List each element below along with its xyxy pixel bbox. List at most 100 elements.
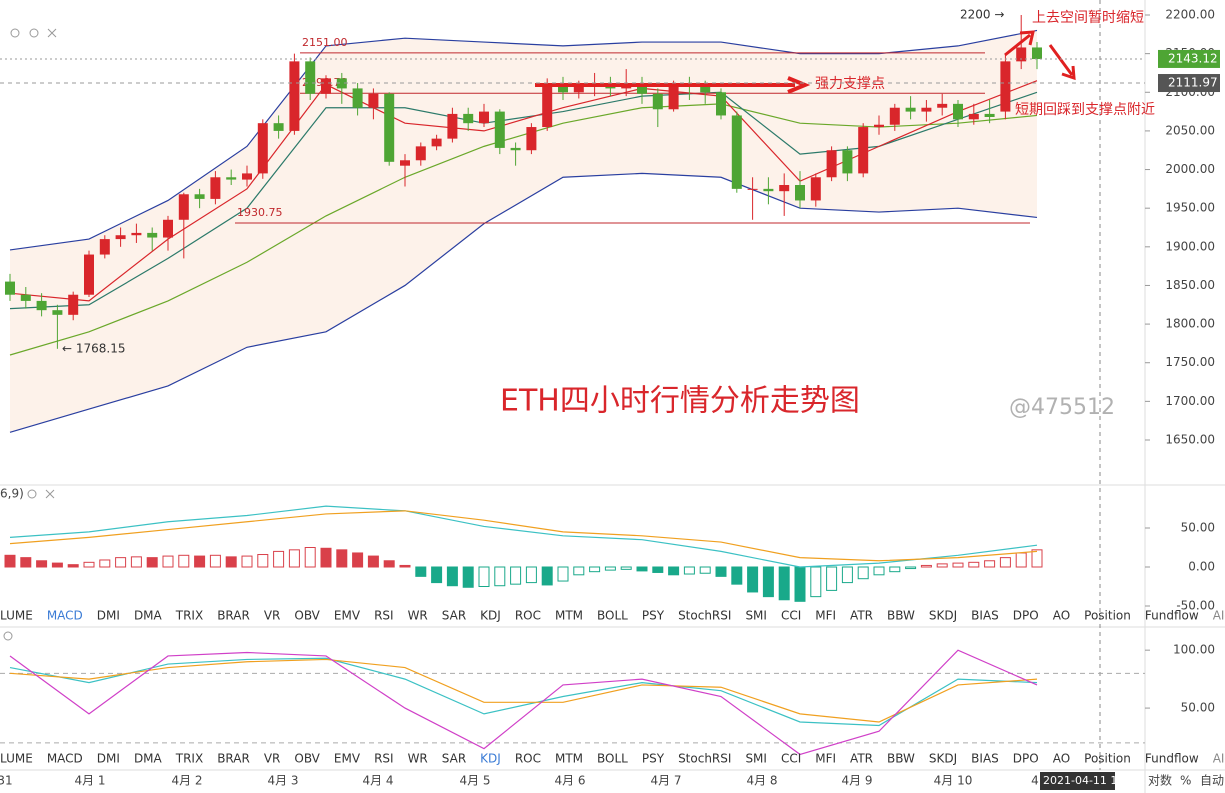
indicator-tab[interactable]: DMA	[134, 609, 163, 623]
histogram-bar	[999, 557, 1011, 568]
indicator-tab[interactable]: VR	[264, 752, 281, 766]
settings-icon[interactable]	[27, 489, 37, 499]
indicator-tab[interactable]: LUME	[0, 752, 33, 766]
indicator-tab[interactable]: WR	[408, 609, 428, 623]
indicator-tab[interactable]: KDJ	[480, 609, 501, 623]
indicator-tab[interactable]: BRAR	[217, 609, 250, 623]
indicator-tab[interactable]: VR	[264, 609, 281, 623]
histogram-bar	[336, 549, 348, 568]
indicator-tab[interactable]: DPO	[1013, 752, 1039, 766]
indicator-tab[interactable]: BIAS	[971, 752, 999, 766]
indicator-tab[interactable]: LUME	[0, 609, 33, 623]
indicator-tab[interactable]: SMI	[745, 752, 767, 766]
eye-icon[interactable]	[10, 28, 20, 38]
indicator-tab[interactable]: AI-NetVOL	[1213, 609, 1225, 623]
indicator-tab[interactable]: TRIX	[175, 752, 203, 766]
indicator-tab[interactable]: MFI	[815, 752, 836, 766]
indicator-tab[interactable]: MTM	[555, 609, 583, 623]
indicator-tab[interactable]: MACD	[47, 752, 83, 766]
indicator-tab[interactable]: SKDJ	[929, 752, 957, 766]
indicator-tab[interactable]: OBV	[294, 752, 320, 766]
candle-body	[336, 78, 347, 89]
candle-body	[937, 103, 948, 108]
indicator-tab[interactable]: DMA	[134, 752, 163, 766]
indicator-tab[interactable]: BBW	[887, 752, 915, 766]
axis-option[interactable]: 对数	[1148, 773, 1172, 788]
histogram-bar	[4, 554, 16, 568]
indicator-tab[interactable]: SKDJ	[929, 609, 957, 623]
indicator-tab[interactable]: BIAS	[971, 609, 999, 623]
indicator-tab[interactable]: DPO	[1013, 609, 1039, 623]
line-series	[9, 103, 1038, 356]
indicator-tab[interactable]: BOLL	[597, 752, 628, 766]
indicator-tab[interactable]: MFI	[815, 609, 836, 623]
close-icon[interactable]	[47, 28, 57, 38]
indicator-tab[interactable]: AO	[1053, 752, 1070, 766]
indicator-tab[interactable]: StochRSI	[678, 752, 731, 766]
indicator-tab[interactable]: BRAR	[217, 752, 250, 766]
indicator-tab[interactable]: ROC	[515, 752, 541, 766]
indicator-tab[interactable]: DMI	[97, 752, 120, 766]
indicator-tab[interactable]: AO	[1053, 609, 1070, 623]
indicator-tab[interactable]: AI-NetVOL	[1213, 752, 1225, 766]
candle-body	[747, 188, 758, 190]
histogram-bar	[352, 552, 364, 568]
indicator-tab[interactable]: PSY	[642, 752, 665, 766]
histogram-bar	[99, 559, 111, 568]
settings-icon[interactable]	[3, 631, 13, 641]
indicator-tab[interactable]: TRIX	[175, 609, 203, 623]
indicator-tab[interactable]: SAR	[442, 752, 466, 766]
histogram-bar	[683, 566, 695, 575]
indicator-tab[interactable]: WR	[408, 752, 428, 766]
histogram-bar	[541, 566, 553, 586]
indicator-tab[interactable]: Fundflow	[1145, 609, 1199, 623]
indicator-tab[interactable]: BOLL	[597, 609, 628, 623]
candle-body	[131, 232, 142, 236]
candle-body	[463, 113, 474, 124]
indicator-tab[interactable]: BBW	[887, 609, 915, 623]
indicator-tab[interactable]: SMI	[745, 609, 767, 623]
indicator-tab[interactable]: RSI	[374, 609, 394, 623]
indicator-tab[interactable]: EMV	[334, 752, 361, 766]
histogram-bar	[51, 562, 63, 568]
axis-option[interactable]: 自动	[1200, 774, 1224, 788]
indicator-tab[interactable]: ATR	[850, 609, 873, 623]
candle-body	[700, 86, 711, 93]
indicator-tab[interactable]: CCI	[781, 609, 801, 623]
histogram-bar	[304, 547, 316, 568]
indicator-tab[interactable]: SAR	[442, 609, 466, 623]
arrow	[535, 76, 811, 94]
indicator-tab[interactable]: CCI	[781, 752, 801, 766]
histogram-bar	[431, 566, 443, 584]
histogram-bar	[841, 566, 853, 584]
indicator-tab[interactable]: MTM	[555, 752, 583, 766]
indicator-tab[interactable]: StochRSI	[678, 609, 731, 623]
x-tick-label: 4月 5	[459, 774, 490, 788]
indicator-tab[interactable]: MACD	[47, 609, 83, 623]
histogram-bar	[1031, 549, 1043, 568]
indicator-tab[interactable]: Position	[1084, 609, 1131, 623]
candle-body	[479, 111, 489, 124]
candle-body	[68, 294, 79, 315]
indicator-tab[interactable]: ATR	[850, 752, 873, 766]
y-tick-label: 1850.00	[1165, 278, 1215, 292]
close-icon[interactable]	[45, 489, 55, 499]
indicator-tab[interactable]: DMI	[97, 609, 120, 623]
histogram-bar	[320, 547, 332, 568]
axis-option[interactable]: %	[1180, 774, 1191, 788]
indicator-tab[interactable]: Fundflow	[1145, 752, 1199, 766]
x-tick-label: 4月 4	[362, 774, 393, 788]
indicator-tab[interactable]: PSY	[642, 609, 665, 623]
indicator-tab[interactable]: OBV	[294, 609, 320, 623]
histogram-bar	[652, 566, 664, 573]
indicator-tab[interactable]: ROC	[515, 609, 541, 623]
indicator-tab[interactable]: KDJ	[480, 752, 501, 766]
indicator-tab[interactable]: EMV	[334, 609, 361, 623]
indicator-tab[interactable]: Position	[1084, 752, 1131, 766]
histogram-bar	[715, 566, 727, 577]
indicator-tab[interactable]: RSI	[374, 752, 394, 766]
histogram-bar	[194, 555, 206, 568]
candle-body	[115, 235, 126, 240]
settings-icon[interactable]	[29, 28, 39, 38]
